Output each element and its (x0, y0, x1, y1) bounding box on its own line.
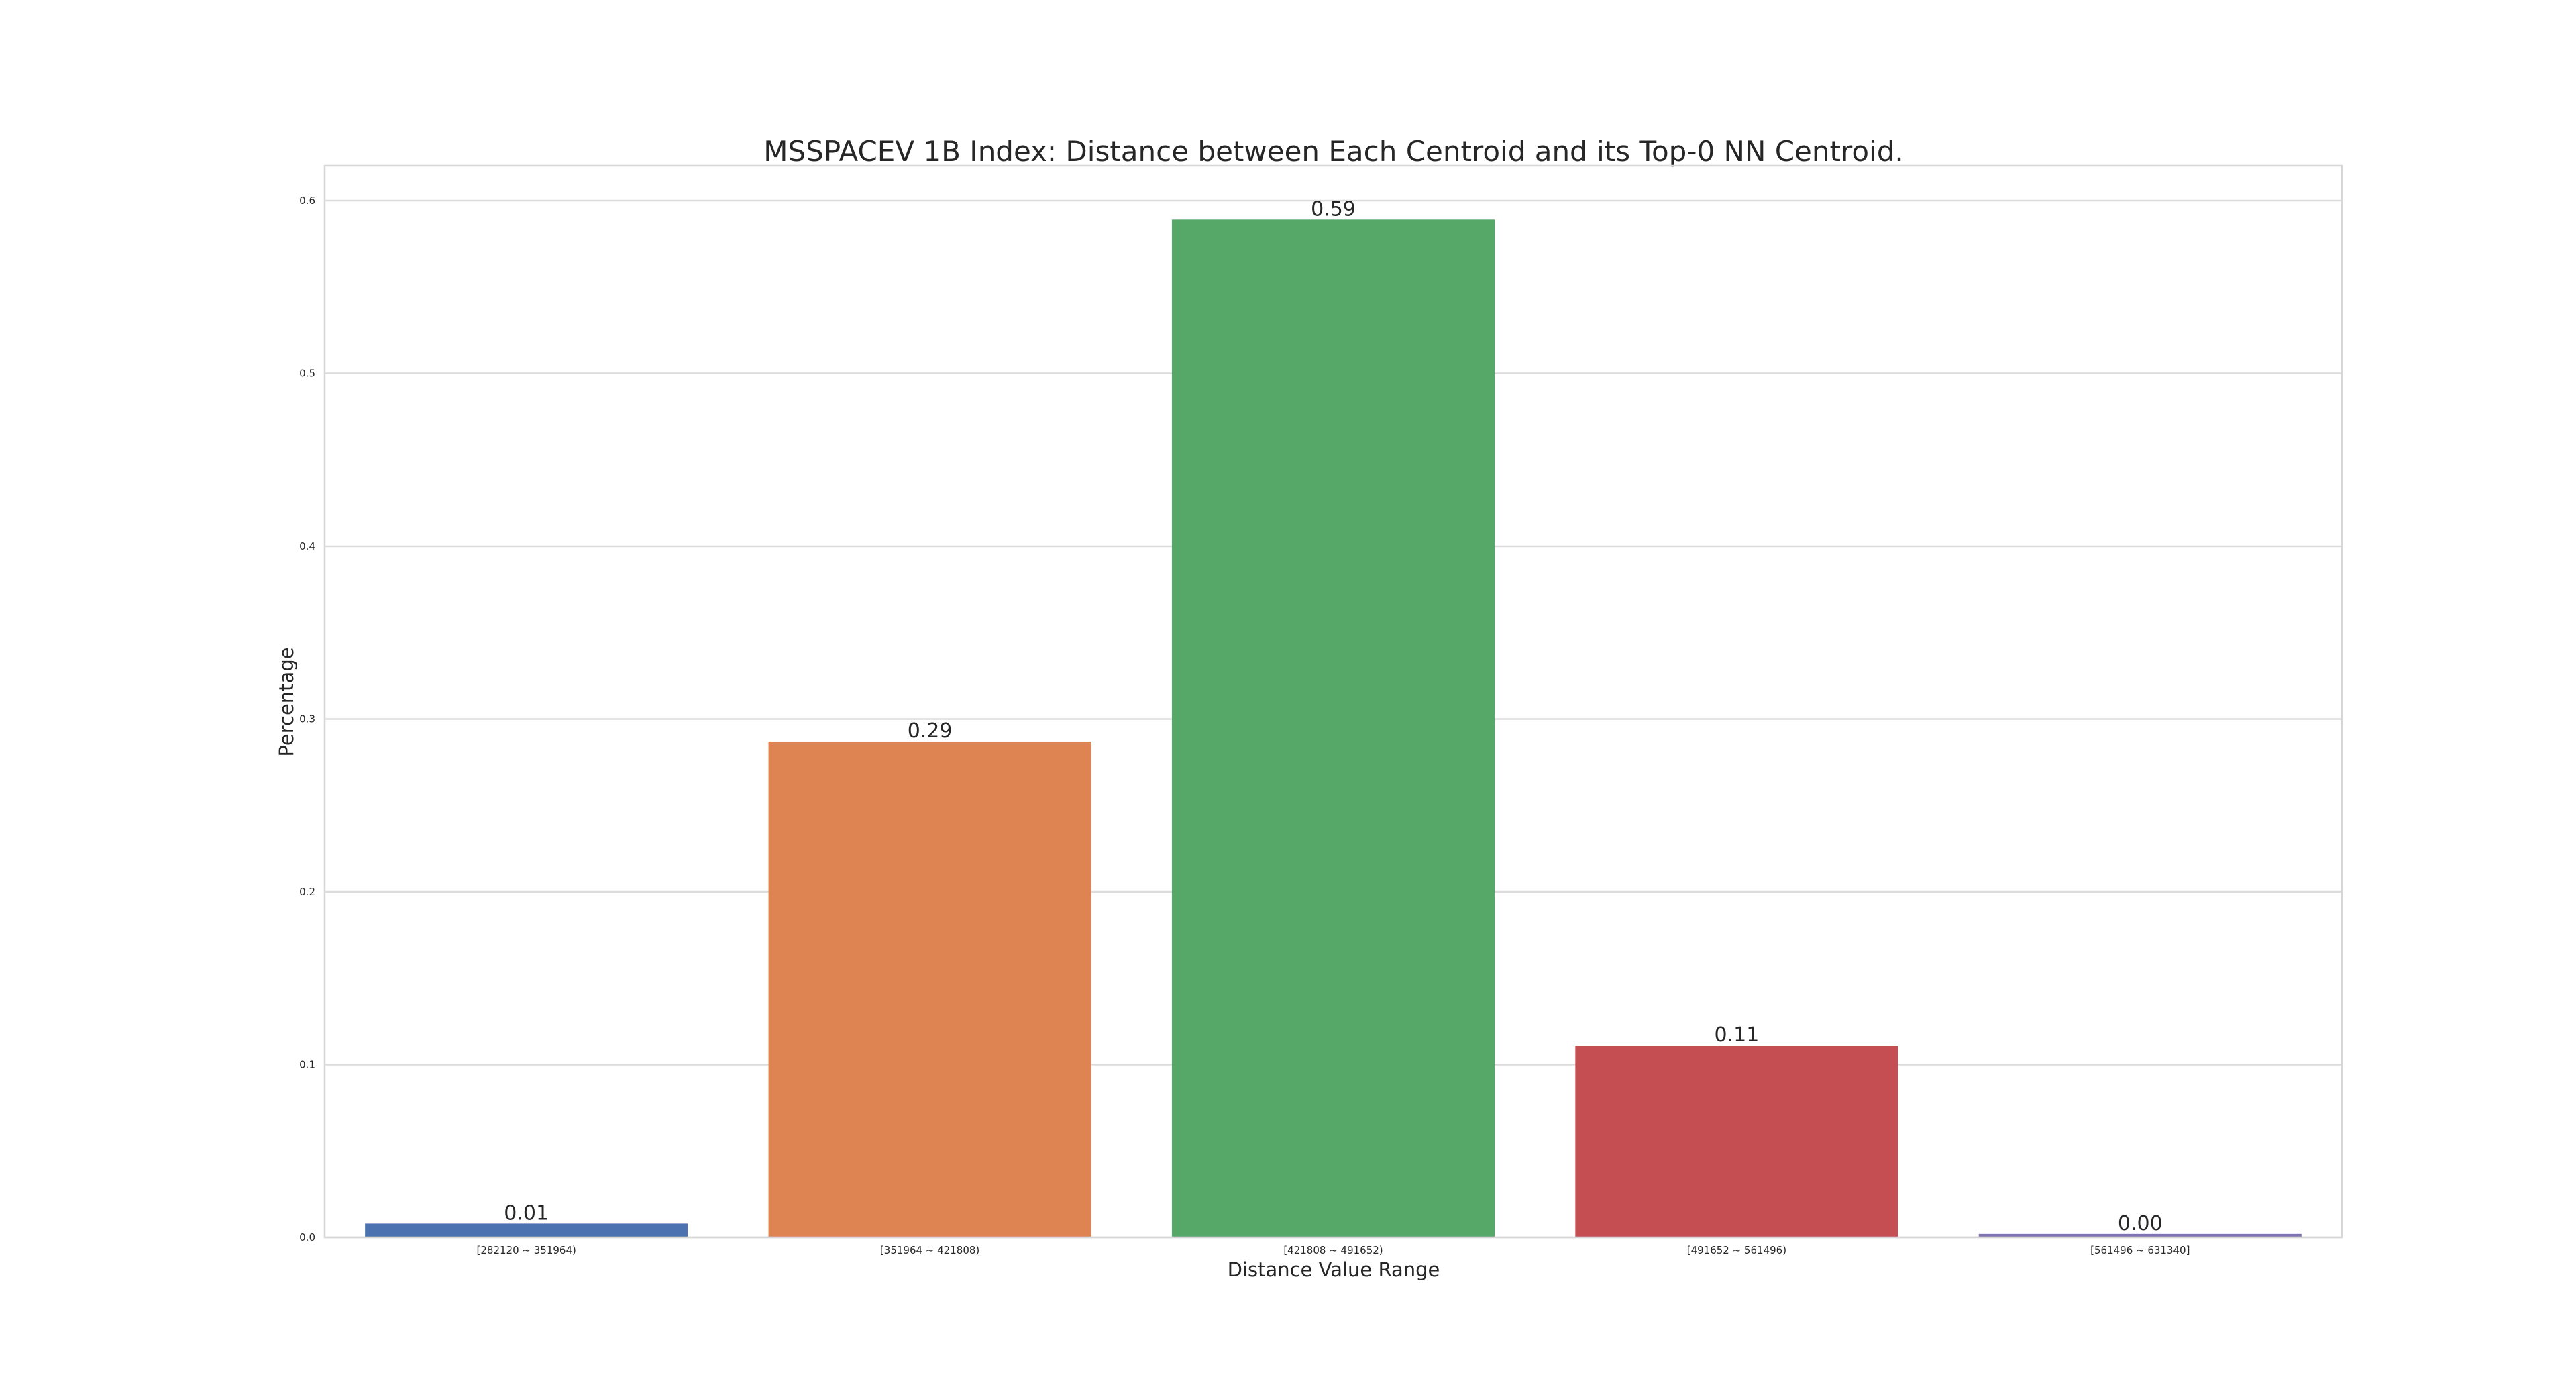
y-tick-label: 0.5 (299, 368, 315, 380)
plot-frame (323, 164, 2343, 1239)
bar (1171, 219, 1495, 1238)
y-axis-label: Percentage (275, 647, 298, 756)
chart-title: MSSPACEV 1B Index: Distance between Each… (763, 135, 1903, 168)
bar (1575, 1046, 1898, 1237)
y-tick-label: 0.4 (299, 540, 315, 552)
y-tick-label: 0.0 (299, 1231, 315, 1243)
bar (365, 1223, 688, 1237)
x-tick-label: [282120 ~ 351964) (477, 1244, 576, 1256)
x-tick-label: [351964 ~ 421808) (880, 1244, 979, 1256)
y-tick-label: 0.3 (299, 713, 315, 725)
y-tick-label: 0.2 (299, 886, 315, 898)
bar-value-label: 0.29 (908, 719, 953, 743)
bar-value-label: 0.59 (1311, 197, 1356, 221)
bar-value-label: 0.00 (2118, 1212, 2163, 1235)
x-tick-label: [561496 ~ 631340] (2090, 1244, 2190, 1256)
bar (1978, 1233, 2302, 1237)
bar (768, 741, 1091, 1237)
x-axis-ticks: [282120 ~ 351964) [351964 ~ 421808) [42180… (477, 1244, 2190, 1256)
data-labels: 0.01 0.29 0.59 0.11 0.00 (504, 197, 2162, 1235)
bar-value-label: 0.01 (504, 1201, 549, 1225)
y-axis-ticks: 0.0 0.1 0.2 0.3 0.4 0.5 0.6 (299, 195, 315, 1243)
x-tick-label: [421808 ~ 491652) (1283, 1244, 1383, 1256)
x-tick-label: [491652 ~ 561496) (1687, 1244, 1786, 1256)
x-axis-label: Distance Value Range (1228, 1258, 1440, 1281)
y-tick-label: 0.1 (299, 1059, 315, 1071)
bars (365, 219, 2302, 1238)
bar-value-label: 0.11 (1715, 1023, 1760, 1047)
y-tick-label: 0.6 (299, 195, 315, 207)
